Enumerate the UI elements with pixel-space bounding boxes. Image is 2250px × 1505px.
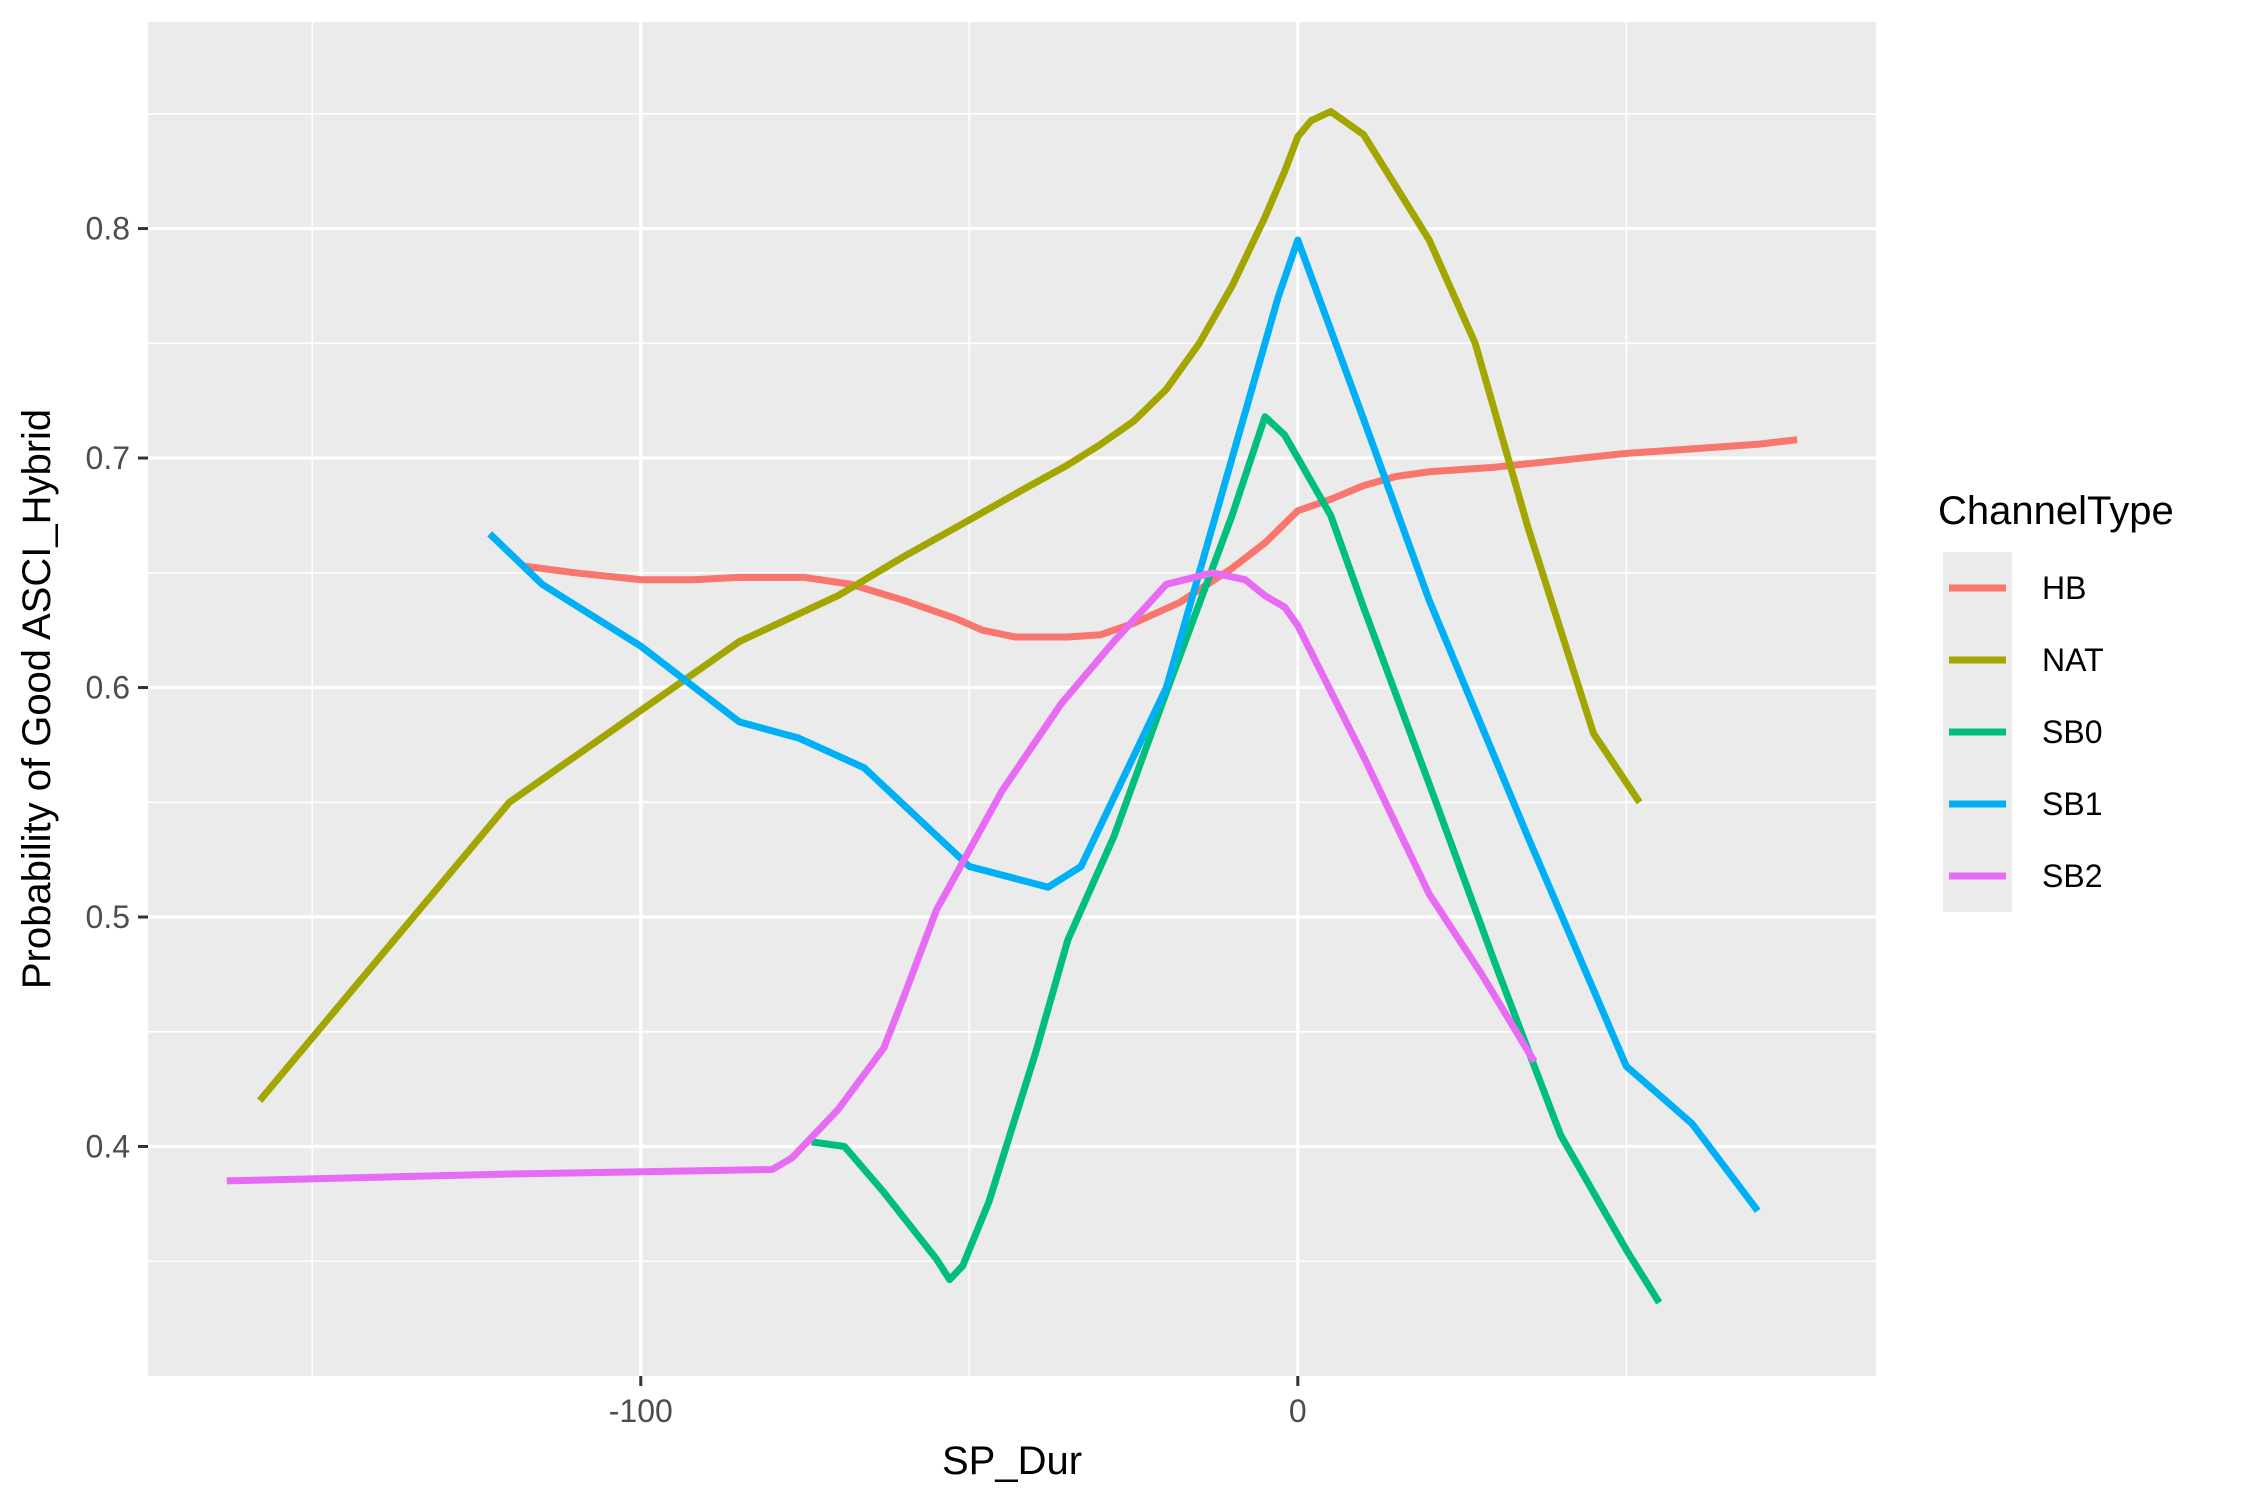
minor-gridlines [148,22,1876,1376]
x-axis: -100 0 [609,1376,1307,1429]
legend-label-nat: NAT [2042,642,2104,678]
y-tick-label: 0.6 [86,670,130,706]
legend-title: ChannelType [1938,489,2174,533]
y-tick-label: 0.8 [86,211,130,247]
legend-label-sb1: SB1 [2042,786,2102,822]
legend-label-sb2: SB2 [2042,858,2102,894]
series-line-hb [522,436,1798,641]
plot-panel [148,22,1876,1376]
y-tick-label: 0.5 [86,899,130,935]
series-line-sb0 [811,413,1663,1305]
y-axis: 0.4 0.5 0.6 0.7 0.8 [86,211,148,1165]
series-line-sb2 [226,569,1538,1185]
series-lines [226,108,1798,1305]
legend-keys: HB NAT SB0 SB1 SB2 [1943,552,2104,912]
x-tick-label: 0 [1289,1393,1307,1429]
series-line-sb1 [487,236,1761,1213]
legend: ChannelType HB NAT SB0 SB1 SB2 [1938,489,2174,912]
y-tick-label: 0.7 [86,440,130,476]
legend-label-sb0: SB0 [2042,714,2102,750]
y-axis-label: Probability of Good ASCI_Hybrid [15,409,59,989]
series-line-nat [257,108,1643,1103]
x-axis-label: SP_Dur [942,1439,1082,1483]
y-tick-label: 0.4 [86,1129,130,1165]
x-tick-label: -100 [609,1393,673,1429]
legend-label-hb: HB [2042,570,2086,606]
